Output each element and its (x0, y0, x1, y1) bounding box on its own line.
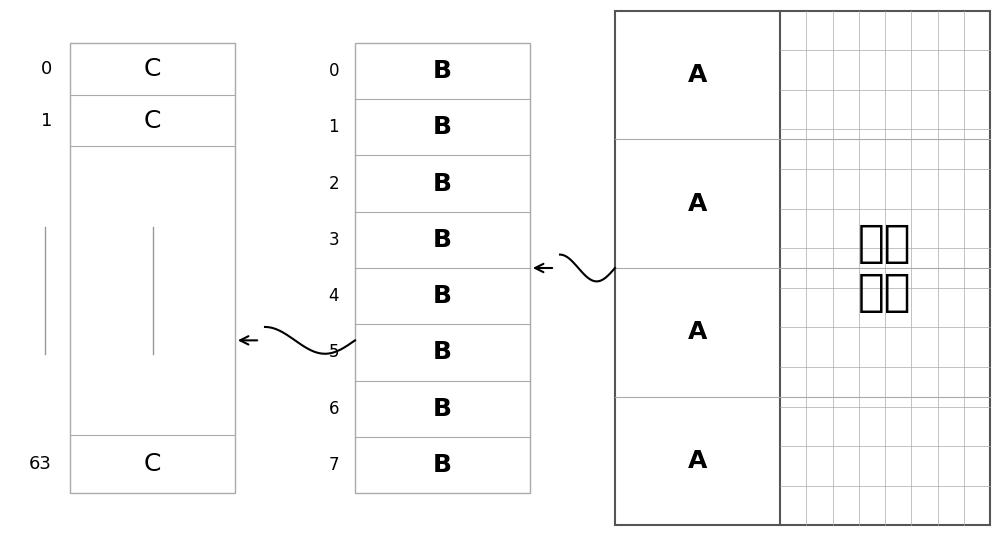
Text: 2: 2 (328, 175, 339, 192)
Text: 7: 7 (328, 456, 339, 474)
Text: C: C (144, 109, 161, 132)
Text: B: B (433, 397, 452, 421)
Bar (355, 43, 530, 493)
Text: 1: 1 (328, 118, 339, 136)
Text: 4: 4 (328, 287, 339, 305)
Bar (70, 43, 235, 493)
Text: 像元
面阵: 像元 面阵 (858, 221, 912, 315)
Text: 5: 5 (328, 344, 339, 361)
Text: 0: 0 (41, 60, 52, 78)
Text: 1: 1 (41, 111, 52, 130)
Text: C: C (144, 57, 161, 81)
Text: A: A (688, 63, 707, 87)
Text: A: A (688, 321, 707, 344)
Text: B: B (433, 228, 452, 252)
Text: B: B (433, 115, 452, 139)
Text: B: B (433, 340, 452, 364)
Text: A: A (688, 192, 707, 215)
Text: B: B (433, 453, 452, 477)
Text: 0: 0 (328, 62, 339, 80)
Text: B: B (433, 284, 452, 308)
Text: 6: 6 (328, 400, 339, 418)
Bar (615, 11, 990, 525)
Text: 3: 3 (328, 231, 339, 249)
Text: B: B (433, 172, 452, 196)
Text: 63: 63 (29, 455, 52, 473)
Text: C: C (144, 452, 161, 476)
Text: B: B (433, 59, 452, 83)
Text: A: A (688, 449, 707, 473)
